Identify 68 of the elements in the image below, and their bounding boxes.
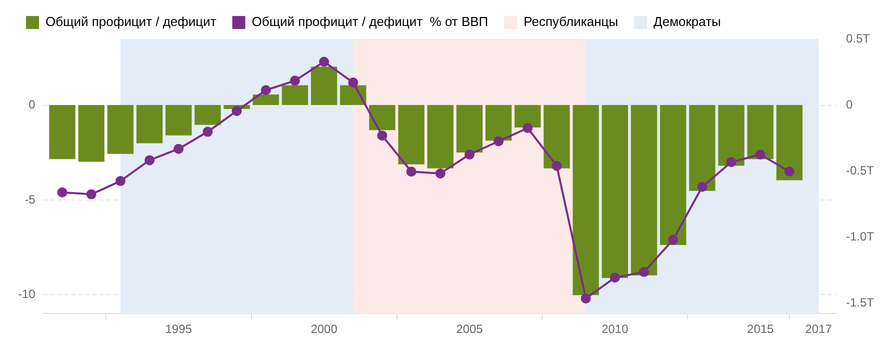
x-tick-label: 2000 [310, 322, 338, 336]
x-tick-label: 2015 [747, 322, 774, 336]
legend-label: Общий профицит / дефицит % от ВВП [252, 14, 488, 30]
point [115, 176, 126, 186]
legend-label: Общий профицит / дефицит [46, 14, 216, 30]
point [435, 168, 446, 178]
point [726, 157, 736, 168]
point [464, 150, 474, 160]
bar [398, 105, 424, 164]
point [348, 78, 358, 88]
x-tick-label: 2010 [602, 322, 629, 336]
bar [78, 105, 104, 162]
point [232, 106, 242, 116]
point [377, 130, 388, 141]
point [697, 182, 708, 192]
bar [310, 66, 338, 106]
point [755, 150, 766, 160]
point [668, 234, 678, 245]
bar [544, 105, 570, 168]
bar [747, 105, 774, 160]
point [580, 293, 591, 304]
y2-tick-label: -0.5T [846, 163, 875, 178]
point [86, 189, 96, 200]
x-tick-label: 2005 [456, 322, 484, 336]
point [610, 272, 620, 283]
bar [660, 105, 686, 245]
point [290, 76, 300, 86]
point [260, 85, 271, 96]
point [494, 136, 504, 146]
y2-tick-label: 0 [846, 97, 853, 112]
y2-tick-label: -1.0T [846, 229, 875, 244]
bar [49, 105, 76, 160]
point [202, 126, 213, 137]
bar [107, 105, 134, 154]
bar [166, 105, 192, 136]
point [552, 160, 562, 171]
x-tick-label: 2017 [805, 322, 832, 336]
y-tick-label: -5 [24, 192, 36, 206]
bar [456, 105, 483, 153]
point [319, 56, 330, 67]
bar [282, 85, 308, 106]
point [144, 155, 155, 166]
bar [427, 105, 454, 168]
bar [689, 105, 716, 191]
bar [136, 105, 163, 144]
legend-label: Республиканцы [524, 14, 618, 30]
y-tick-label: 0 [28, 98, 36, 112]
x-tick-label: 1995 [165, 322, 192, 336]
point [522, 123, 533, 134]
bar [252, 94, 279, 106]
bar [602, 105, 628, 278]
y-tick-label: -10 [18, 286, 36, 301]
y2-tick-label: 0.5T [846, 31, 871, 46]
point [784, 166, 794, 177]
legend-label: Демократы [654, 14, 721, 30]
bar [369, 105, 396, 130]
y2-tick-label: -1.5T [846, 295, 875, 310]
bar [194, 105, 221, 125]
point [174, 144, 184, 154]
point [57, 187, 68, 198]
bar [630, 105, 658, 276]
bar [718, 105, 744, 166]
bar [776, 105, 803, 180]
bar [572, 105, 599, 296]
bar [485, 105, 512, 141]
bar [514, 105, 541, 128]
point [639, 266, 650, 277]
point [406, 166, 416, 177]
